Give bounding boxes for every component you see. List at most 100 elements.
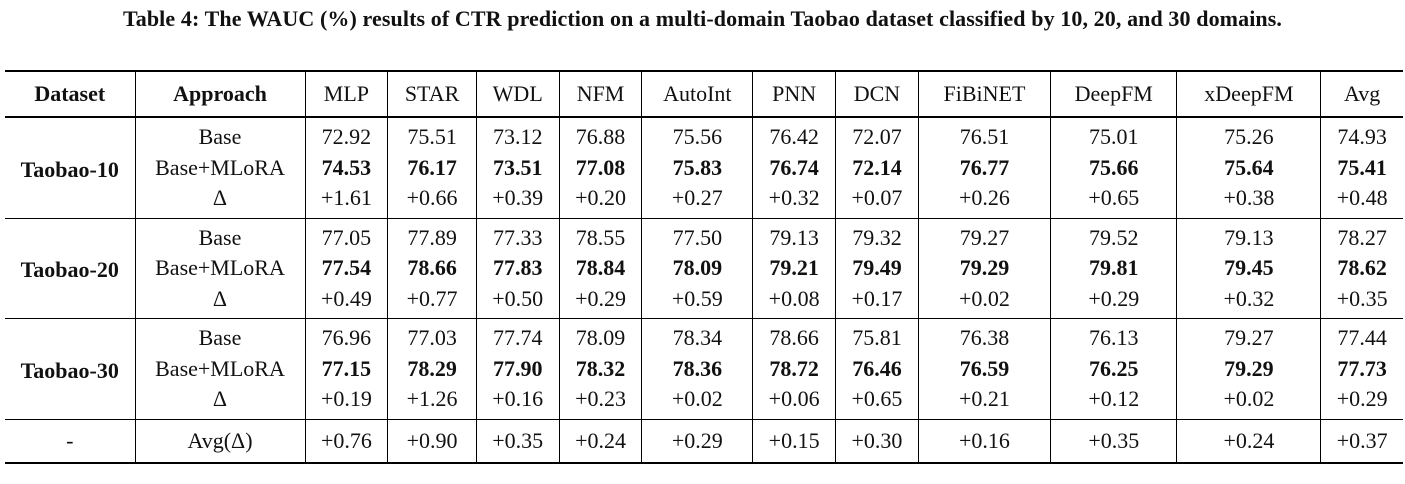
value-cell: 77.74 (475, 318, 560, 354)
results-table: Dataset Approach MLP STAR WDL NFM AutoIn… (5, 70, 1403, 464)
value-cell: 75.56 (641, 117, 753, 153)
value-cell: +0.16 (917, 419, 1051, 463)
approach-cell: Base (134, 318, 305, 354)
table-row: Base+MLoRA 74.53 76.17 73.51 77.08 75.83 76.74… (5, 152, 1403, 183)
dataset-cell: Taobao-20 (20, 257, 119, 283)
value-cell: +0.30 (835, 419, 919, 463)
value-cell: 77.54 (304, 253, 388, 284)
value-cell: 72.14 (835, 152, 919, 183)
table-caption: Table 4: The WAUC (%) results of CTR pre… (122, 6, 1283, 31)
value-cell: +0.32 (752, 183, 836, 218)
value-cell: 77.15 (304, 353, 388, 384)
value-cell: 77.33 (475, 218, 560, 253)
group-taobao-20: Taobao-20 Base 77.05 77.89 77.33 78.55 77.50 79… (5, 218, 1403, 319)
value-cell: +0.29 (558, 283, 642, 319)
value-cell: +0.02 (1176, 384, 1321, 419)
value-cell: 78.09 (558, 318, 642, 354)
value-cell: 77.50 (641, 218, 753, 253)
value-cell: +0.17 (835, 283, 919, 319)
value-cell: +0.32 (1176, 283, 1321, 319)
value-cell: +0.26 (917, 183, 1051, 218)
value-cell: +0.39 (475, 183, 560, 218)
header-dataset: Dataset (5, 70, 135, 118)
approach-cell: Base+MLoRA (134, 353, 305, 384)
value-cell: +0.66 (387, 183, 477, 218)
value-cell: +0.77 (387, 283, 477, 319)
value-cell: 76.74 (752, 152, 836, 183)
value-cell: 74.93 (1320, 117, 1403, 153)
value-cell: 75.66 (1050, 152, 1177, 183)
value-cell: 79.52 (1050, 218, 1177, 253)
value-cell: 75.01 (1050, 117, 1177, 153)
value-cell: 76.46 (835, 353, 919, 384)
value-cell: +0.16 (475, 384, 560, 419)
approach-cell: Avg(Δ) (134, 419, 305, 463)
value-cell: 76.96 (304, 318, 388, 354)
approach-cell: Base+MLoRA (134, 253, 305, 284)
value-cell: +0.29 (1320, 384, 1403, 419)
table-header: Dataset Approach MLP STAR WDL NFM AutoIn… (5, 70, 1403, 118)
header-model: FiBiNET (917, 70, 1051, 118)
value-cell: 76.25 (1050, 353, 1177, 384)
value-cell: 75.26 (1176, 117, 1321, 153)
value-cell: +0.08 (752, 283, 836, 319)
table-row: Taobao-10 Base 72.92 75.51 73.12 76.88 75.56 76… (5, 117, 1403, 182)
value-cell: +0.90 (387, 419, 477, 463)
header-model: xDeepFM (1176, 70, 1321, 118)
value-cell: +0.65 (835, 384, 919, 419)
value-cell: 77.83 (475, 253, 560, 284)
value-cell: +0.29 (641, 419, 753, 463)
value-cell: 77.44 (1320, 318, 1403, 354)
approach-cell: Δ (134, 283, 305, 319)
value-cell: 78.36 (641, 353, 753, 384)
approach-cell: Δ (134, 384, 305, 419)
value-cell: 78.27 (1320, 218, 1403, 253)
value-cell: 74.53 (304, 152, 388, 183)
header-model: DCN (835, 70, 919, 118)
value-cell: 75.83 (641, 152, 753, 183)
header-model: STAR (387, 70, 477, 118)
value-cell: 79.13 (1176, 218, 1321, 253)
value-cell: 79.27 (1176, 318, 1321, 354)
value-cell: 79.49 (835, 253, 919, 284)
value-cell: 79.29 (1176, 353, 1321, 384)
value-cell: +0.35 (1320, 283, 1403, 319)
header-model: NFM (558, 70, 642, 118)
value-cell: 76.77 (917, 152, 1051, 183)
value-cell: 78.34 (641, 318, 753, 354)
value-cell: 76.38 (917, 318, 1051, 354)
avg-delta-group: - Avg(Δ) +0.76 +0.90 +0.35 +0.24 +0.29 +0.15 +0.… (5, 419, 1403, 463)
table-row: Δ +0.49 +0.77 +0.50 +0.29 +0.59 +0.08 +0.17 +0.0… (5, 283, 1403, 319)
value-cell: +0.48 (1320, 183, 1403, 218)
value-cell: +1.61 (304, 183, 388, 218)
value-cell: +0.02 (641, 384, 753, 419)
value-cell: 78.62 (1320, 253, 1403, 284)
header-avg: Avg (1320, 70, 1403, 118)
header-model: DeepFM (1050, 70, 1177, 118)
approach-cell: Base (134, 117, 305, 153)
value-cell: +0.35 (475, 419, 560, 463)
header-model: WDL (475, 70, 560, 118)
value-cell: 73.12 (475, 117, 560, 153)
value-cell: 73.51 (475, 152, 560, 183)
value-cell: +0.12 (1050, 384, 1177, 419)
value-cell: 76.59 (917, 353, 1051, 384)
value-cell: +0.29 (1050, 283, 1177, 319)
table-row: Δ +1.61 +0.66 +0.39 +0.20 +0.27 +0.32 +0.07 +0.2… (5, 183, 1403, 218)
table-row: Δ +0.19 +1.26 +0.16 +0.23 +0.02 +0.06 +0.65 +0.2… (5, 384, 1403, 419)
value-cell: +0.50 (475, 283, 560, 319)
value-cell: +0.38 (1176, 183, 1321, 218)
value-cell: +0.49 (304, 283, 388, 319)
value-cell: 78.55 (558, 218, 642, 253)
value-cell: 76.88 (558, 117, 642, 153)
group-taobao-10: Taobao-10 Base 72.92 75.51 73.12 76.88 75.56 76… (5, 117, 1403, 218)
approach-cell: Base (134, 218, 305, 253)
value-cell: 79.27 (917, 218, 1051, 253)
table-row: Base+MLoRA 77.54 78.66 77.83 78.84 78.09 79.21… (5, 253, 1403, 284)
value-cell: 78.66 (752, 318, 836, 354)
value-cell: 75.64 (1176, 152, 1321, 183)
value-cell: +0.07 (835, 183, 919, 218)
value-cell: 76.42 (752, 117, 836, 153)
approach-cell: Base+MLoRA (134, 152, 305, 183)
value-cell: 79.21 (752, 253, 836, 284)
